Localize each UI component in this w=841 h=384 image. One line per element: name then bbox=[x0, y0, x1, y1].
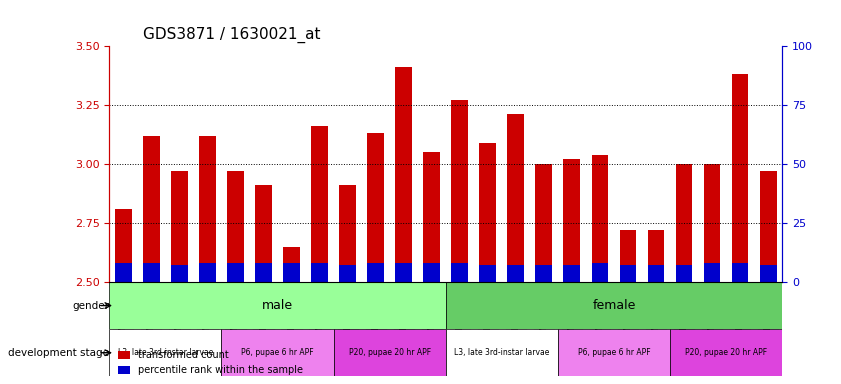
Bar bbox=[395, 263, 412, 282]
Text: P6, pupae 6 hr APF: P6, pupae 6 hr APF bbox=[578, 348, 650, 357]
FancyBboxPatch shape bbox=[670, 329, 782, 376]
Bar bbox=[563, 265, 580, 282]
Bar bbox=[171, 265, 188, 282]
Text: P20, pupae 20 hr APF: P20, pupae 20 hr APF bbox=[349, 348, 431, 357]
Text: female: female bbox=[592, 299, 636, 312]
FancyBboxPatch shape bbox=[221, 329, 334, 376]
Bar bbox=[732, 74, 748, 282]
Bar bbox=[479, 265, 496, 282]
Bar bbox=[452, 100, 468, 282]
FancyBboxPatch shape bbox=[109, 329, 221, 376]
Bar bbox=[368, 133, 384, 282]
FancyBboxPatch shape bbox=[558, 329, 670, 376]
Bar bbox=[620, 265, 637, 282]
Bar bbox=[395, 67, 412, 282]
Bar bbox=[704, 164, 721, 282]
Text: P6, pupae 6 hr APF: P6, pupae 6 hr APF bbox=[241, 348, 314, 357]
Bar bbox=[368, 263, 384, 282]
Bar bbox=[536, 164, 553, 282]
Bar bbox=[115, 209, 132, 282]
Text: L3, late 3rd-instar larvae: L3, late 3rd-instar larvae bbox=[454, 348, 549, 357]
Bar bbox=[423, 152, 440, 282]
FancyBboxPatch shape bbox=[334, 329, 446, 376]
Bar bbox=[423, 263, 440, 282]
Bar bbox=[759, 171, 776, 282]
Text: male: male bbox=[262, 299, 294, 312]
Bar bbox=[759, 265, 776, 282]
Bar bbox=[648, 230, 664, 282]
Bar bbox=[732, 263, 748, 282]
Bar bbox=[704, 263, 721, 282]
Bar bbox=[227, 263, 244, 282]
Bar bbox=[675, 265, 692, 282]
Text: P20, pupae 20 hr APF: P20, pupae 20 hr APF bbox=[685, 348, 767, 357]
Text: development stage: development stage bbox=[8, 348, 109, 358]
Bar bbox=[452, 263, 468, 282]
Bar bbox=[311, 126, 328, 282]
FancyBboxPatch shape bbox=[109, 282, 446, 329]
Bar bbox=[536, 265, 553, 282]
Bar bbox=[143, 263, 160, 282]
Bar bbox=[507, 114, 524, 282]
Bar bbox=[648, 265, 664, 282]
Bar bbox=[591, 263, 608, 282]
Bar bbox=[339, 185, 356, 282]
Bar bbox=[283, 247, 300, 282]
Bar bbox=[311, 263, 328, 282]
Text: GDS3871 / 1630021_at: GDS3871 / 1630021_at bbox=[143, 27, 320, 43]
Bar bbox=[283, 263, 300, 282]
Bar bbox=[199, 136, 216, 282]
Bar bbox=[227, 171, 244, 282]
Bar bbox=[675, 164, 692, 282]
Bar bbox=[255, 185, 272, 282]
Bar bbox=[591, 155, 608, 282]
Bar bbox=[143, 136, 160, 282]
Bar bbox=[115, 263, 132, 282]
Text: L3, late 3rd-instar larvae: L3, late 3rd-instar larvae bbox=[118, 348, 213, 357]
Bar bbox=[479, 143, 496, 282]
Text: gender: gender bbox=[72, 301, 109, 311]
Bar bbox=[339, 265, 356, 282]
Bar bbox=[507, 265, 524, 282]
Bar bbox=[199, 263, 216, 282]
Bar bbox=[563, 159, 580, 282]
FancyBboxPatch shape bbox=[446, 329, 558, 376]
Legend: transformed count, percentile rank within the sample: transformed count, percentile rank withi… bbox=[114, 346, 306, 379]
FancyBboxPatch shape bbox=[446, 282, 782, 329]
Bar bbox=[255, 263, 272, 282]
Bar bbox=[171, 171, 188, 282]
Bar bbox=[620, 230, 637, 282]
